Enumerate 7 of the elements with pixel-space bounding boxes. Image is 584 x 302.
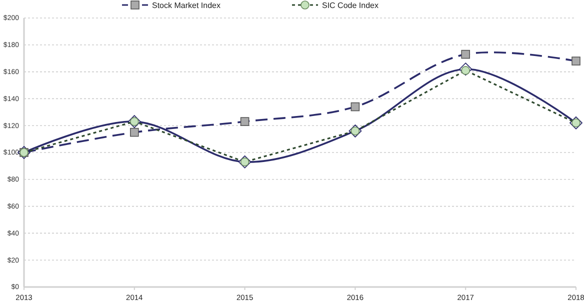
point: [350, 102, 360, 112]
point: [240, 117, 250, 126]
point: [572, 56, 580, 66]
legend-label: SIC Code Index: [322, 1, 378, 10]
legend-label: Stock Market Index: [152, 1, 220, 10]
point: [130, 128, 139, 137]
point: [461, 50, 470, 59]
